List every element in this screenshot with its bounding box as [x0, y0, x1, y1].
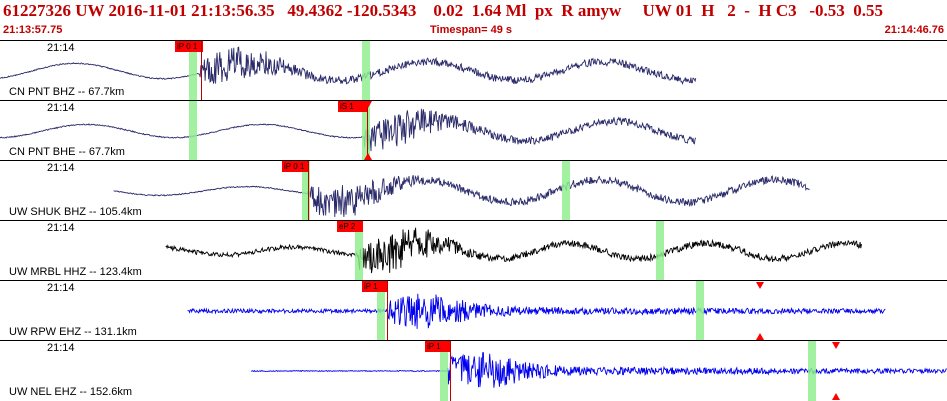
panel-time-label: 21:14 [47, 162, 75, 174]
seismogram-line [113, 174, 810, 218]
station-channel-label: CN PNT BHZ -- 67.7km [9, 86, 125, 98]
station-channel-label: UW RPW EHZ -- 131.1km [9, 326, 137, 338]
station-channel-label: UW MRBL HHZ -- 123.4km [9, 266, 142, 278]
panel-time-label: 21:14 [47, 102, 75, 114]
waveform-panel-pnt-bhz[interactable]: iP 0 1 21:14 CN PNT BHZ -- 67.7km [0, 40, 947, 101]
seismogram-line [165, 227, 862, 274]
phase-pick-flag[interactable]: iP 0 1 [175, 41, 203, 52]
timespan-label: Timespan= 49 s [430, 24, 513, 36]
waveform-panel-nel-ehz[interactable]: iP 1 21:14 UW NEL EHZ -- 152.6km [0, 340, 947, 401]
station-channel-label: CN PNT BHE -- 67.7km [9, 146, 125, 158]
waveform-panel-shuk-bhz[interactable]: iP 0 1 21:14 UW SHUK BHZ -- 105.4km [0, 160, 947, 221]
phase-pick-flag[interactable]: iP 0 1 [282, 161, 308, 172]
pick-window-marker [189, 101, 197, 161]
waveform-trace [0, 46, 697, 85]
phase-pick-line [450, 341, 451, 401]
pick-marker-up-icon [364, 153, 372, 160]
pick-window-marker [377, 281, 385, 341]
pick-window-marker [656, 221, 664, 281]
end-time-label: 21:14:46.76 [884, 24, 944, 36]
pick-window-marker [808, 341, 816, 401]
pick-marker-up-icon [832, 393, 840, 400]
station-channel-label: UW NEL EHZ -- 152.6km [9, 386, 133, 398]
pick-marker-down-icon [364, 101, 372, 108]
panel-time-label: 21:14 [47, 42, 75, 54]
phase-pick-line [387, 281, 388, 341]
panel-time-label: 21:14 [47, 282, 75, 294]
phase-pick-flag[interactable]: eP 2 [337, 221, 363, 232]
pick-window-marker [355, 221, 363, 281]
pick-window-marker [696, 281, 704, 341]
seismogram-line [0, 108, 697, 152]
seismogram-line [250, 352, 947, 388]
waveform-trace [165, 227, 862, 274]
panel-time-label: 21:14 [47, 342, 75, 354]
phase-pick-flag[interactable]: iS 1 [338, 101, 368, 112]
phase-pick-flag[interactable]: iP 1 [362, 281, 388, 292]
pick-marker-down-icon [756, 282, 764, 289]
waveform-trace [250, 352, 947, 388]
waveform-trace [187, 293, 886, 329]
pick-window-marker [440, 341, 448, 401]
phase-pick-flag[interactable]: iP 1 [425, 341, 451, 352]
phase-pick-line [308, 161, 309, 221]
waveform-panel-mrbl-hhz[interactable]: eP 2 21:14 UW MRBL HHZ -- 123.4km [0, 220, 947, 281]
pick-window-marker [562, 161, 570, 221]
waveform-panel-pnt-bhe[interactable]: iS 1 21:14 CN PNT BHE -- 67.7km [0, 100, 947, 161]
pick-marker-up-icon [756, 333, 764, 340]
pick-window-marker [362, 101, 370, 161]
waveform-panel-rpw-ehz[interactable]: iP 1 21:14 UW RPW EHZ -- 131.1km [0, 280, 947, 341]
phase-pick-line [367, 101, 368, 161]
seismogram-line [0, 46, 697, 85]
panel-time-label: 21:14 [47, 222, 75, 234]
waveform-trace [113, 174, 810, 218]
event-header: 61227326 UW 2016-11-01 21:13:56.35 49.43… [0, 0, 947, 38]
waveform-trace [0, 108, 697, 152]
seismogram-line [187, 293, 886, 329]
phase-pick-line [201, 41, 202, 101]
pick-window-marker [362, 41, 370, 101]
start-time-label: 21:13:57.75 [3, 24, 63, 36]
pick-marker-down-icon [832, 342, 840, 349]
pick-window-marker [189, 41, 197, 101]
waveform-panels: iP 0 1 21:14 CN PNT BHZ -- 67.7km iS 1 2… [0, 40, 947, 401]
station-channel-label: UW SHUK BHZ -- 105.4km [9, 206, 142, 218]
event-summary-line: 61227326 UW 2016-11-01 21:13:56.35 49.43… [3, 1, 884, 20]
pick-window-marker [302, 161, 310, 221]
